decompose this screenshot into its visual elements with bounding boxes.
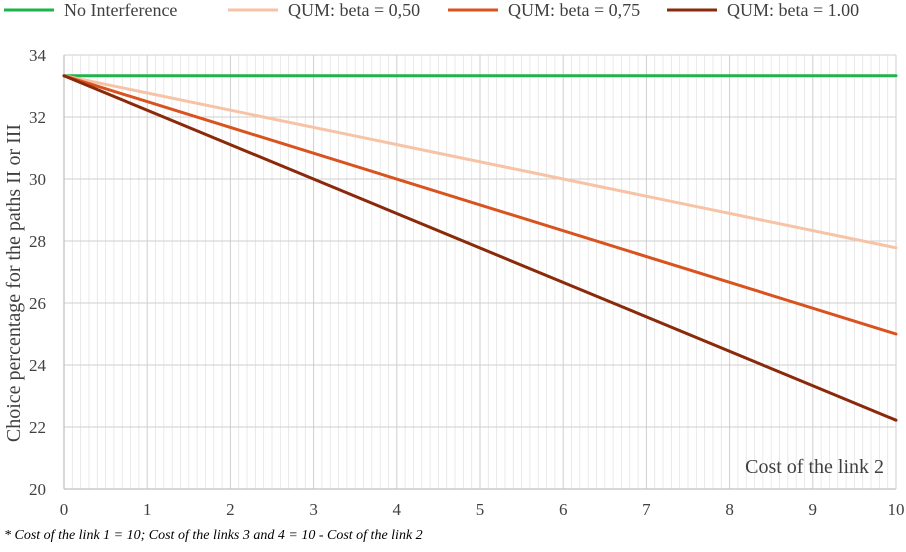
x-tick-label: 5 (476, 500, 485, 519)
minor-gridlines (71, 55, 889, 489)
legend-item: QUM: beta = 0,75 (448, 0, 640, 20)
y-tick-labels: 20 22 24 26 28 30 32 34 (29, 46, 47, 499)
x-tick-label: 9 (809, 500, 818, 519)
y-tick-label: 20 (29, 480, 46, 499)
x-tick-label: 6 (559, 500, 568, 519)
x-tick-label: 7 (642, 500, 651, 519)
y-tick-label: 22 (29, 418, 46, 437)
x-tick-labels: 0 1 2 3 4 5 6 7 8 9 10 (60, 500, 905, 519)
series-line-3 (62, 74, 898, 336)
series-line-4 (62, 74, 898, 422)
series-line-2 (62, 74, 898, 250)
x-tick-label: 0 (60, 500, 69, 519)
y-tick-label: 32 (29, 108, 46, 127)
y-tick-label: 24 (29, 356, 47, 375)
x-tick-label: 3 (309, 500, 318, 519)
y-tick-label: 26 (29, 294, 46, 313)
y-tick-label: 30 (29, 170, 46, 189)
x-tick-label: 10 (888, 500, 905, 519)
x-axis-title: Cost of the link 2 (745, 456, 884, 478)
legend-label: QUM: beta = 1.00 (727, 0, 859, 20)
x-tick-label: 2 (226, 500, 235, 519)
major-gridlines (63, 54, 897, 490)
series-lines (62, 74, 898, 422)
y-tick-label: 34 (29, 46, 47, 65)
x-tick-label: 1 (143, 500, 152, 519)
legend-label: QUM: beta = 0,50 (288, 0, 420, 20)
axes (63, 55, 896, 490)
legend-item: QUM: beta = 1.00 (667, 0, 859, 20)
y-tick-label: 28 (29, 232, 46, 251)
legend-item: QUM: beta = 0,50 (228, 0, 420, 20)
footnote: * Cost of the link 1 = 10; Cost of the l… (4, 528, 423, 543)
legend-label: No Interference (64, 0, 177, 20)
legend-label: QUM: beta = 0,75 (508, 0, 640, 20)
x-tick-label: 4 (393, 500, 402, 519)
legend: No Interference QUM: beta = 0,50 QUM: beta… (4, 0, 859, 20)
x-tick-label: 8 (725, 500, 734, 519)
y-axis-title: Choice percentage for the paths II or II… (3, 124, 25, 442)
legend-item: No Interference (4, 0, 177, 20)
